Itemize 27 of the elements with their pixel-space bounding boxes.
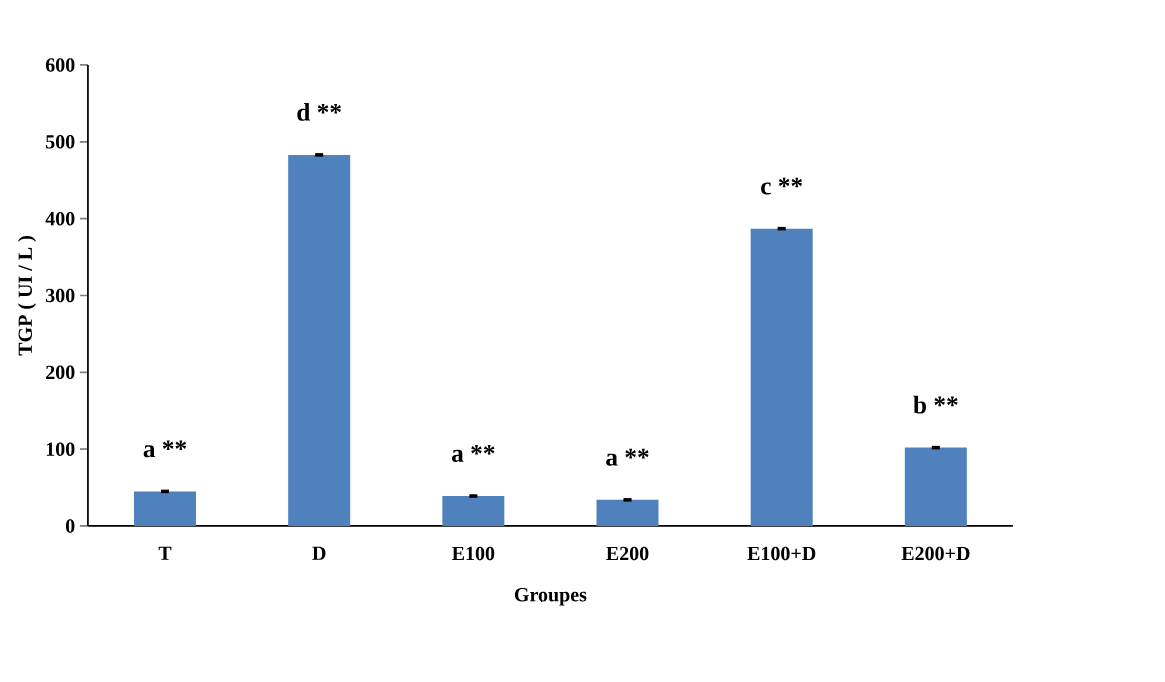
y-tick-label: 100 [46,442,75,456]
x-tick-label: E100+D [747,546,816,561]
bar [134,491,197,526]
x-tick-label: E200+D [901,546,970,561]
annotation: d ** [297,103,341,121]
y-tick-label: 400 [45,211,75,226]
annotation: a ** [606,448,649,466]
y-tick-label: 300 [45,288,75,303]
y-axis-title: TGP ( UI / L ) [17,236,37,356]
x-tick-label: E200 [606,546,649,561]
y-tick-label: 600 [45,58,75,72]
bar [750,228,813,526]
x-tick-label: D [312,546,326,560]
x-tick-label: E100 [452,546,495,561]
bar [904,447,967,526]
bar [442,496,505,526]
x-axis-title: Groupes [514,588,587,606]
x-tick-label: T [158,546,172,560]
y-tick-label: 0 [65,519,75,533]
y-tick-label: 500 [46,135,75,149]
bar [288,154,351,526]
y-tick-label: 200 [46,365,75,380]
annotation: a ** [451,445,495,462]
annotation: b ** [913,395,958,414]
annotation: a ** [143,440,187,458]
bar [596,499,659,526]
annotation: c ** [761,177,803,195]
